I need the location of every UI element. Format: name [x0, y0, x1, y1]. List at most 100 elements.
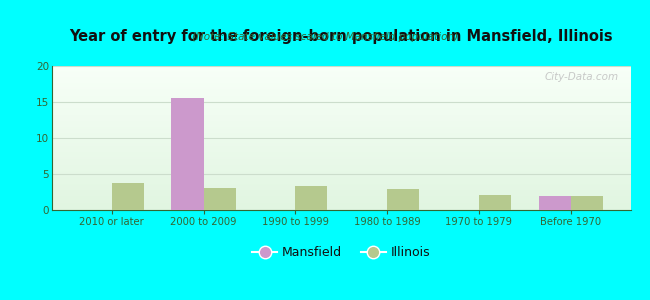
Bar — [52, 104, 630, 105]
Bar — [52, 164, 630, 165]
Bar — [52, 166, 630, 167]
Bar — [52, 80, 630, 81]
Bar — [52, 82, 630, 83]
Bar — [52, 204, 630, 205]
Bar — [52, 161, 630, 162]
Bar — [52, 206, 630, 207]
Bar — [52, 158, 630, 159]
Bar — [52, 90, 630, 91]
Title: Year of entry for the foreign-born population in Mansfield, Illinois: Year of entry for the foreign-born popul… — [70, 29, 613, 44]
Bar — [52, 191, 630, 192]
Bar — [52, 101, 630, 102]
Bar — [52, 98, 630, 99]
Bar — [52, 197, 630, 198]
Bar — [52, 157, 630, 158]
Bar — [52, 68, 630, 69]
Bar — [52, 72, 630, 73]
Bar — [52, 108, 630, 109]
Bar — [52, 178, 630, 179]
Bar — [52, 133, 630, 134]
Bar — [52, 136, 630, 137]
Bar — [52, 102, 630, 103]
Bar — [52, 143, 630, 144]
Bar — [172, 98, 203, 210]
Bar — [52, 107, 630, 108]
Bar — [52, 209, 630, 210]
Bar — [52, 106, 630, 107]
Bar — [52, 173, 630, 174]
Bar — [52, 70, 630, 71]
Bar — [52, 160, 630, 161]
Bar — [52, 120, 630, 121]
Bar — [52, 118, 630, 119]
Bar — [52, 67, 630, 68]
Bar — [52, 93, 630, 94]
Bar — [52, 110, 630, 111]
Bar — [52, 92, 630, 93]
Bar — [52, 146, 630, 147]
Bar — [52, 73, 630, 74]
Bar — [52, 187, 630, 188]
Bar — [52, 119, 630, 120]
Bar — [52, 165, 630, 166]
Bar — [52, 132, 630, 133]
Bar — [52, 113, 630, 114]
Bar — [52, 129, 630, 130]
Bar — [52, 116, 630, 117]
Bar — [112, 183, 144, 210]
Bar — [52, 69, 630, 70]
Bar — [52, 200, 630, 201]
Bar — [52, 194, 630, 195]
Bar — [52, 192, 630, 193]
Bar — [52, 112, 630, 113]
Bar — [52, 154, 630, 155]
Bar — [52, 125, 630, 126]
Bar — [52, 145, 630, 146]
Bar — [52, 95, 630, 96]
Bar — [52, 181, 630, 182]
Bar — [52, 148, 630, 149]
Bar — [52, 79, 630, 80]
Bar — [52, 205, 630, 206]
Bar — [52, 75, 630, 76]
Bar — [52, 149, 630, 150]
Bar — [52, 86, 630, 87]
Text: (Note: State values scaled to Mansfield population): (Note: State values scaled to Mansfield … — [192, 32, 458, 41]
Bar — [52, 156, 630, 157]
Bar — [52, 127, 630, 128]
Bar — [52, 123, 630, 124]
Bar — [52, 140, 630, 141]
Bar — [52, 85, 630, 86]
Bar — [52, 71, 630, 72]
Bar — [52, 203, 630, 204]
Bar — [52, 177, 630, 178]
Bar — [52, 183, 630, 184]
Bar — [203, 188, 236, 210]
Bar — [52, 159, 630, 160]
Bar — [52, 83, 630, 84]
Bar — [52, 167, 630, 168]
Bar — [52, 175, 630, 176]
Bar — [52, 190, 630, 191]
Bar — [52, 85, 630, 86]
Bar — [52, 201, 630, 202]
Bar — [52, 202, 630, 203]
Bar — [52, 150, 630, 151]
Bar — [52, 135, 630, 136]
Bar — [52, 189, 630, 190]
Bar — [52, 141, 630, 142]
Bar — [52, 84, 630, 85]
Bar — [52, 96, 630, 97]
Bar — [52, 168, 630, 169]
Bar — [52, 162, 630, 163]
Bar — [52, 97, 630, 98]
Bar — [52, 115, 630, 116]
Bar — [52, 193, 630, 194]
Bar — [52, 151, 630, 152]
Bar — [52, 87, 630, 88]
Bar — [52, 155, 630, 156]
Bar — [52, 94, 630, 95]
Bar — [52, 163, 630, 164]
Bar — [52, 185, 630, 186]
Bar — [52, 77, 630, 78]
